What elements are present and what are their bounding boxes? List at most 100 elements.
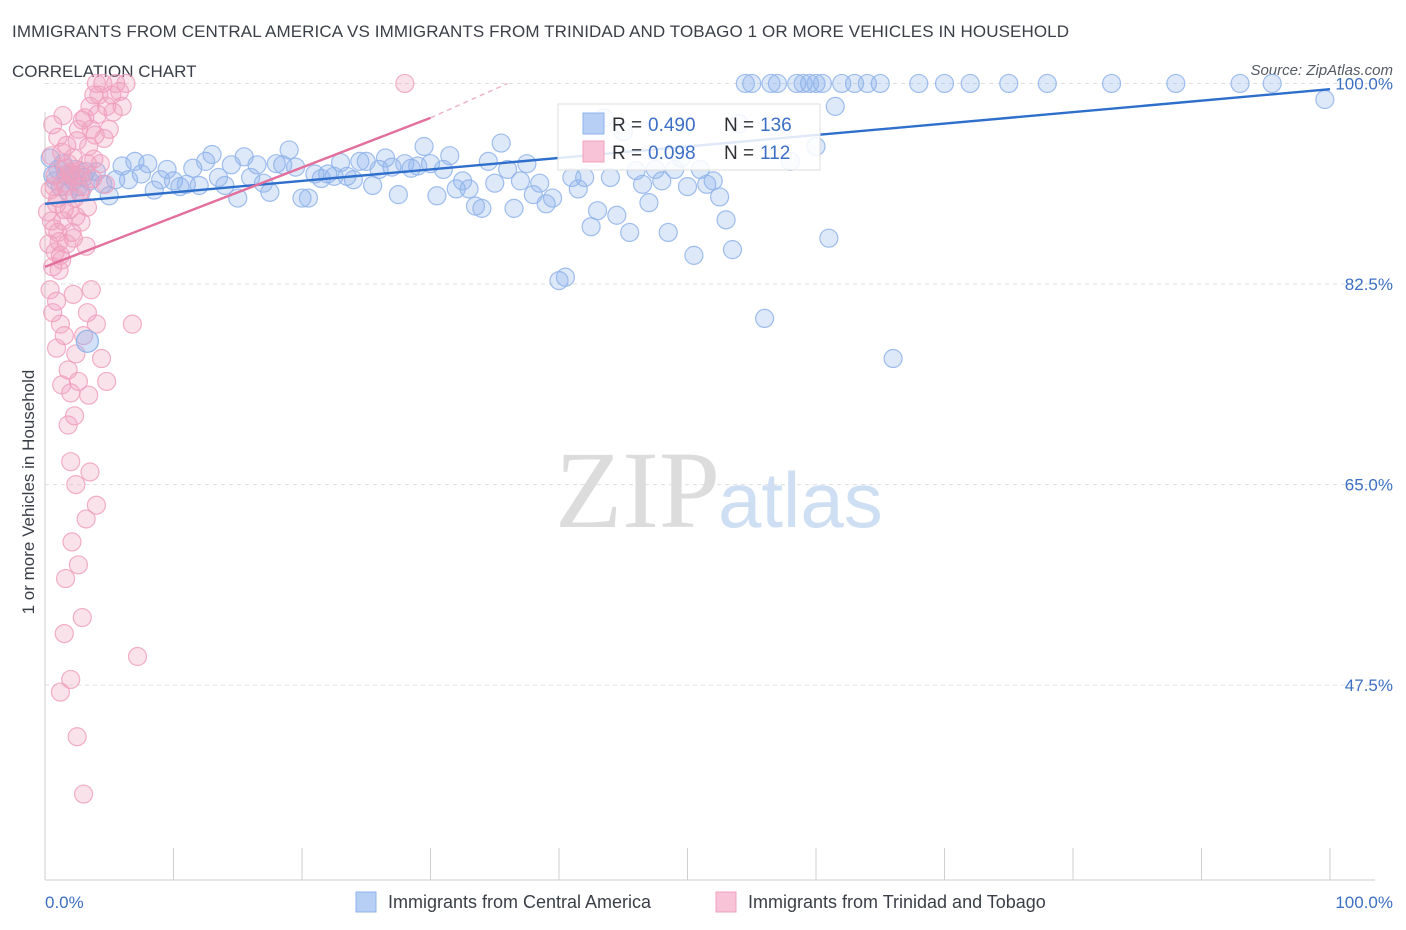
series-0-point-128 <box>825 96 845 116</box>
series-0-point-69 <box>427 186 447 206</box>
x-tick-label-1: 100.0% <box>1335 893 1393 912</box>
series-0-point-77 <box>478 151 498 171</box>
series-1-point-103 <box>86 495 107 515</box>
series-0-point-56 <box>343 170 363 190</box>
series-0-point-137 <box>999 73 1019 94</box>
watermark: ZIP atlas <box>555 429 883 551</box>
series-0-point-81 <box>504 198 524 218</box>
series-1-point-30 <box>40 280 60 300</box>
series-1-point-69 <box>103 102 123 122</box>
series-0-point-108 <box>677 177 698 197</box>
series-1-point-55 <box>127 646 148 667</box>
series-1-point-43 <box>91 348 112 369</box>
series-1-point-31 <box>43 303 63 323</box>
series-1-point-44 <box>97 371 117 392</box>
series-0-point-74 <box>459 179 479 199</box>
stats-n-value-2: 112 <box>760 143 790 164</box>
stats-n-label-1: N = <box>724 115 754 136</box>
legend-label-trinidad: Immigrants from Trinidad and Tobago <box>748 892 1046 912</box>
series-1-point-104 <box>55 568 76 589</box>
series-1-point-98 <box>77 197 98 217</box>
series-1-point-78 <box>37 202 58 222</box>
series-1-point-46 <box>66 474 86 495</box>
y-axis-title: 1 or more Vehicles in Household <box>19 370 38 615</box>
series-0-point-41 <box>247 155 267 175</box>
stats-r-value-2: 0.098 <box>648 143 696 164</box>
series-1-point-48 <box>62 532 82 552</box>
series-1-point-22 <box>86 73 107 94</box>
series-1-point-91 <box>395 73 415 94</box>
series-1-point-52 <box>67 727 87 747</box>
series-0-point-89 <box>555 267 576 287</box>
y-tick-label-2: 65.0% <box>1345 476 1393 495</box>
series-0-point-145 <box>806 73 826 94</box>
series-0-point-23 <box>131 164 151 184</box>
series-0-point-140 <box>1166 73 1186 94</box>
series-0-point-115 <box>722 240 743 260</box>
series-0-point-43 <box>260 182 280 202</box>
series-0-point-27 <box>157 159 177 180</box>
series-1-point-77 <box>88 104 108 125</box>
series-0-point-127 <box>819 228 839 248</box>
series-0-point-83 <box>517 154 537 174</box>
series-1-point-53 <box>73 784 94 804</box>
series-1-point-94 <box>53 105 73 126</box>
series-0-point-133 <box>883 348 903 369</box>
series-1-point-39 <box>73 326 94 346</box>
series-1-point-108 <box>79 385 99 405</box>
series-0-point-87 <box>542 188 563 208</box>
series-0-point-92 <box>575 167 595 188</box>
series-1-point-65 <box>79 136 99 157</box>
series-0-point-109 <box>684 245 704 265</box>
series-0-point-94 <box>587 201 608 221</box>
tick-labels: 100.0% 82.5% 65.0% 47.5% 0.0% 100.0% <box>45 74 1393 912</box>
legend-swatch-trinidad <box>715 891 737 913</box>
source-credit: Source: ZipAtlas.com <box>1250 62 1393 79</box>
series-1-point-50 <box>54 623 74 644</box>
series-1-point-33 <box>50 314 71 334</box>
series-1-point-54 <box>122 314 142 334</box>
series-0-point-79 <box>491 133 511 153</box>
y-tick-label-3: 47.5% <box>1345 676 1393 695</box>
series-0-point-139 <box>1101 73 1122 94</box>
series-0-point-105 <box>658 222 678 243</box>
chart-subtitle: CORRELATION CHART <box>12 62 197 81</box>
series-0-point-99 <box>620 222 640 243</box>
series-0-point-93 <box>581 217 601 237</box>
legend: Immigrants from Central America Immigran… <box>355 891 1046 913</box>
y-tick-label-1: 82.5% <box>1345 275 1393 294</box>
series-0-point-97 <box>607 205 627 225</box>
y-tick-label-0: 100.0% <box>1335 74 1393 93</box>
series-1-point-32 <box>46 291 67 311</box>
series-1-point-88 <box>94 128 114 149</box>
series-0-point-132 <box>870 73 890 94</box>
series-0-point-76 <box>472 198 492 218</box>
series-0-point-63 <box>388 185 408 205</box>
series-1-point-51 <box>61 669 81 690</box>
series-1-point-96 <box>64 167 85 188</box>
series-1-point-63 <box>63 148 83 168</box>
series-0-point-24 <box>138 154 158 174</box>
series-0-point-144 <box>799 73 820 94</box>
series-1-point-109 <box>50 682 71 702</box>
trend-line-series-1 <box>44 116 431 268</box>
series-1-point-45 <box>61 452 81 472</box>
stats-r-value-1: 0.490 <box>648 115 696 136</box>
series-0-point-34 <box>202 144 222 165</box>
series-0-point-141 <box>1230 73 1250 94</box>
watermark-zip: ZIP <box>555 429 720 551</box>
series-0-point-44 <box>266 154 286 174</box>
series-1-point-82 <box>53 173 73 193</box>
series-1-point-49 <box>68 555 89 575</box>
series-0-point-36 <box>215 175 235 196</box>
series-0-point-46 <box>279 140 299 160</box>
x-tick-label-0: 0.0% <box>45 893 84 912</box>
series-1-point-80 <box>44 219 64 239</box>
stats-r-label-1: R = <box>612 115 642 136</box>
series-0-point-135 <box>934 73 955 94</box>
chart-title: IMMIGRANTS FROM CENTRAL AMERICA VS IMMIG… <box>12 22 1070 41</box>
series-0-point-101 <box>632 174 653 194</box>
series-1-point-100 <box>58 415 78 435</box>
series-0-point-138 <box>1037 73 1057 94</box>
